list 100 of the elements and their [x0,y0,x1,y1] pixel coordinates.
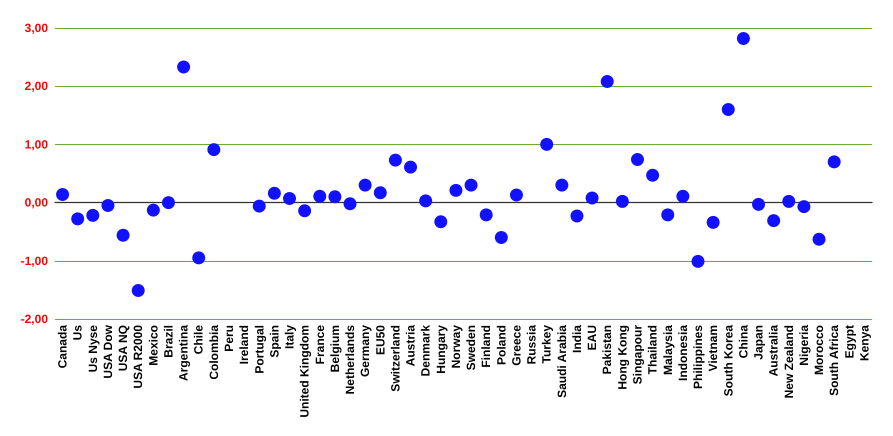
point [767,214,780,228]
x-tick-label: Netherlands [343,324,358,394]
point [722,102,735,116]
point [298,204,312,218]
point [101,199,114,212]
point [344,197,357,210]
point [646,168,660,182]
x-tick-label: Canada [56,324,70,368]
y-tick-label: 3,00 [24,21,48,35]
x-tick-label: USA Dow [100,324,115,379]
point [449,184,462,197]
x-tick-label: Egypt [842,325,856,358]
point [752,198,766,211]
x-tick-label: Brazil [161,325,176,358]
x-tick-label: Kenya [857,324,872,362]
point [268,186,281,200]
x-tick-label: United Kingdom [298,325,312,418]
x-tick-label: Us Nyse [86,324,100,372]
point [146,204,160,217]
x-tick-label: Singapour [630,324,644,384]
x-tick-label: China [736,324,750,358]
point [828,155,841,168]
point [494,231,508,244]
x-tick-label: Vietnam [706,325,720,372]
x-tick-label: Hungary [434,324,448,374]
x-tick-label: New Zealand [782,325,796,398]
x-tick-label: Philippines [691,324,706,390]
x-tick-label: Poland [494,325,508,366]
point [600,75,614,88]
point [404,160,418,174]
point [480,208,493,222]
point [207,143,220,156]
x-tick-label: Italy [282,324,297,350]
x-tick-label: Saudi Arabia [554,324,569,398]
point [358,178,372,192]
x-tick-label: Peru [222,325,236,352]
point [510,188,523,202]
point [192,251,206,264]
point [328,190,342,204]
x-tick-label: Belgium [328,325,342,372]
point [283,192,296,206]
x-tick-label: Thailand [646,325,660,374]
point [252,200,266,213]
x-tick-label: Us [70,324,85,340]
point [736,32,750,45]
point [586,191,599,204]
x-tick-label: Sweden [464,325,478,370]
point [313,190,326,203]
point [540,138,554,151]
x-tick-label: Nigeria [796,324,811,366]
x-tick-label: Mexico [146,325,160,366]
x-tick-label: Argentina [176,324,191,382]
x-tick-label: South Africa [827,324,842,396]
point [797,200,810,214]
point [374,186,387,200]
x-tick-label: Indonesia [676,324,690,382]
x-tick-label: Switzerland [388,325,402,392]
x-tick-label: Turkey [540,324,554,364]
x-tick-label: Australia [766,324,781,376]
y-tick-label: -1,00 [20,254,48,268]
x-tick-label: Pakistan [600,325,614,374]
y-tick-label: 1,00 [24,137,48,152]
x-tick-label: Portugal [252,325,266,374]
point [388,154,402,167]
point [177,60,190,74]
point [782,194,796,208]
x-tick-label: Ireland [237,325,252,364]
point [162,196,175,210]
point [812,232,826,246]
x-tick-label: Morocco [812,325,826,376]
point [56,188,70,201]
y-tick-label: 2,00 [24,79,48,94]
point [86,208,100,222]
x-tick-label: India [570,324,584,354]
x-tick-label: France [312,324,327,364]
point [692,254,705,268]
x-tick-label: EAU [585,325,600,350]
x-tick-label: EU50 [373,324,388,356]
y-tick-label: -2,00 [20,312,48,326]
x-tick-label: Finland [479,325,494,368]
point [661,208,674,222]
x-tick-label: USA NQ [116,325,130,372]
x-tick-label: Hong Kong [615,325,630,390]
x-tick-label: South Korea [721,324,736,396]
x-tick-label: Norway [448,324,463,368]
point [434,215,448,228]
point [555,178,568,192]
x-tick-label: Austria [404,324,418,366]
x-tick-label: Spain [267,325,282,358]
x-tick-label: Greece [509,324,524,366]
point [631,153,644,166]
point [71,212,84,226]
point [464,178,478,192]
x-tick-label: Denmark [418,324,433,376]
x-tick-label: Malaysia [660,324,675,376]
point [616,194,629,208]
point [676,190,690,203]
point [116,228,130,242]
point [706,216,720,229]
y-tick-label: 0,00 [24,196,48,210]
